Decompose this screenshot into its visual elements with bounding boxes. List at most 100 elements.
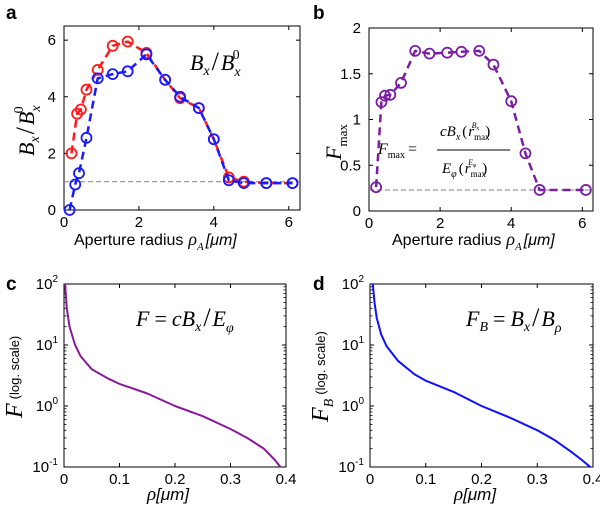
svg-text:Fmax: Fmax — [321, 124, 350, 161]
panel-b-data-point — [487, 58, 500, 71]
panel-b-data-point — [379, 89, 391, 102]
svg-text:Eφ(rmaxEφ): Eφ (rmaxEφ) — [441, 158, 487, 180]
panel-a-data-point — [174, 90, 187, 103]
panel-b-xtick-label: 0 — [365, 215, 373, 232]
panel-b-data-point — [455, 45, 468, 58]
panel-a-data-point — [91, 72, 104, 85]
panel-d-label: d — [313, 274, 325, 295]
panel-a-ticks: 0 2 4 6 0 2 4 6 — [48, 26, 300, 231]
svg-text:cBx(rmaxBx): cBx (rmaxBx) — [440, 121, 490, 143]
panel-d-xtick-label: 0.4 — [583, 471, 600, 488]
panel-c-title: F = cBx/Eφ — [135, 303, 234, 336]
panel-b-data-point — [519, 147, 532, 160]
svg-text:Bx/Bx0: Bx/Bx0 — [11, 105, 44, 156]
panel-d-series-line-f-b — [371, 284, 591, 467]
panel-a-data-point — [80, 83, 93, 96]
panel-b-ytick-label: 0 — [353, 203, 361, 220]
panel-a-xtick-label: 6 — [285, 214, 293, 231]
panel-b-data-point — [533, 184, 546, 196]
panel-a-ytick-label: 4 — [48, 89, 56, 106]
panel-c-series-line-f — [64, 284, 282, 467]
panel-c-ytick-label: 100 — [36, 396, 59, 415]
panel-b-xtick-label: 2 — [436, 215, 444, 232]
panel-c-ytick-label: 10-1 — [32, 457, 58, 476]
panel-b-data-point — [579, 184, 592, 196]
panel-d-xtick-label: 0 — [366, 471, 374, 488]
panel-d-xlabel: ρ[μm] — [453, 484, 497, 505]
panel-b-xtick-label: 4 — [507, 215, 515, 232]
panel-d-ticks: 0 0.1 0.2 0.3 0.4 10-1 100 101 102 — [338, 274, 600, 488]
panel-d-ytick-label: 101 — [342, 335, 365, 354]
panel-a-data-point — [63, 204, 76, 216]
panel-b-xlabel: Aperture radius ρA [μm] — [392, 229, 555, 253]
panel-a-data-point — [106, 68, 119, 81]
panel-b-data-point — [375, 96, 388, 109]
panel-c-xtick-label: 0.4 — [276, 471, 297, 488]
panel-a-data-point — [80, 131, 93, 144]
panel-a-data-point — [65, 147, 78, 160]
panel-b-data-point — [370, 181, 383, 194]
panel-a-ytick-label: 0 — [48, 202, 56, 219]
panel-d-plot — [371, 284, 591, 467]
panel-b-data-point — [384, 88, 397, 101]
panel-d-ylabel: FB(log. scale) — [308, 331, 337, 423]
panel-a-data-point — [192, 102, 205, 114]
panel-c-plot — [64, 284, 282, 467]
svg-text:FB(log. scale): FB(log. scale) — [308, 331, 337, 423]
panel-a-ytick-label: 6 — [48, 32, 56, 49]
panel-b-data-point — [473, 44, 486, 57]
panel-b-ytick-label: 1 — [353, 112, 361, 129]
svg-text:Fmax=: Fmax = — [377, 141, 417, 161]
panel-a-data-point — [69, 178, 82, 191]
panel-b-ylabel: Fmax — [321, 124, 350, 161]
panel-c-xlabel: ρ[μm] — [146, 484, 190, 505]
panel-a-xlabel: Aperture radius ρA [μm] — [74, 229, 237, 253]
panel-b-formula: Fmax = cBx (rmaxBx) Eφ (rmaxEφ) — [377, 121, 510, 180]
panel-a-series-line-blue — [68, 53, 293, 211]
panel-a-data-point — [91, 63, 104, 76]
panel-b-ytick-label: 0.5 — [340, 157, 361, 174]
panel-c-xtick-label: 0.1 — [109, 471, 130, 488]
panel-a-xtick-label: 4 — [210, 214, 218, 231]
panel-d-xtick-label: 0.2 — [471, 471, 492, 488]
panel-d-frame — [369, 283, 594, 468]
panel-d-title: FB = Bx/Bρ — [465, 303, 562, 336]
panel-d-ytick-label: 10-1 — [338, 457, 364, 476]
panel-c-ytick-label: 101 — [36, 335, 59, 354]
panel-a-data-point — [121, 65, 134, 78]
svg-text:F(log. scale): F(log. scale) — [2, 336, 28, 419]
panel-c-label: c — [6, 274, 17, 295]
panel-c-ylabel: F(log. scale) — [2, 336, 28, 419]
panel-b-ticks: 0 2 4 6 0 0.5 1 1.5 2 — [340, 20, 593, 232]
panel-a-data-point — [74, 103, 87, 116]
panel-a-data-point — [237, 177, 250, 190]
panel-a-xtick-label: 2 — [135, 214, 143, 231]
panel-b-data-point — [505, 95, 518, 108]
panel-a-plot — [63, 35, 300, 216]
panel-a-series-line-red — [70, 40, 293, 185]
panel-b-data-point — [423, 47, 436, 60]
panel-a-label: a — [6, 3, 17, 24]
panel-b-label: b — [313, 3, 325, 24]
panel-c-ticks: 0 0.1 0.2 0.3 0.4 10-1 100 101 102 — [32, 274, 296, 488]
panel-d-ytick-label: 100 — [342, 396, 365, 415]
panel-a-ytick-label: 2 — [48, 145, 56, 162]
panel-b-xtick-label: 6 — [578, 215, 586, 232]
panel-a-data-point — [121, 35, 134, 48]
panel-a-data-point — [222, 174, 235, 187]
panel-c-xtick-label: 0 — [60, 471, 68, 488]
panel-a-data-point — [140, 48, 153, 61]
panel-b-ytick-label: 2 — [353, 20, 361, 37]
panel-a-ylabel: Bx/Bx0 — [11, 105, 44, 156]
panel-a-data-point — [207, 133, 220, 146]
panel-a-data-point — [286, 177, 299, 190]
panel-c-xtick-label: 0.2 — [165, 471, 186, 488]
panel-b-plot — [369, 44, 593, 196]
panel-d-ytick-label: 102 — [342, 274, 365, 293]
panel-a-data-point — [159, 73, 172, 86]
panel-a-data-point — [106, 39, 119, 52]
panel-c-xtick-label: 0.3 — [220, 471, 241, 488]
panel-a-data-point — [260, 177, 273, 190]
panel-b-series-line-f-max — [374, 49, 586, 192]
